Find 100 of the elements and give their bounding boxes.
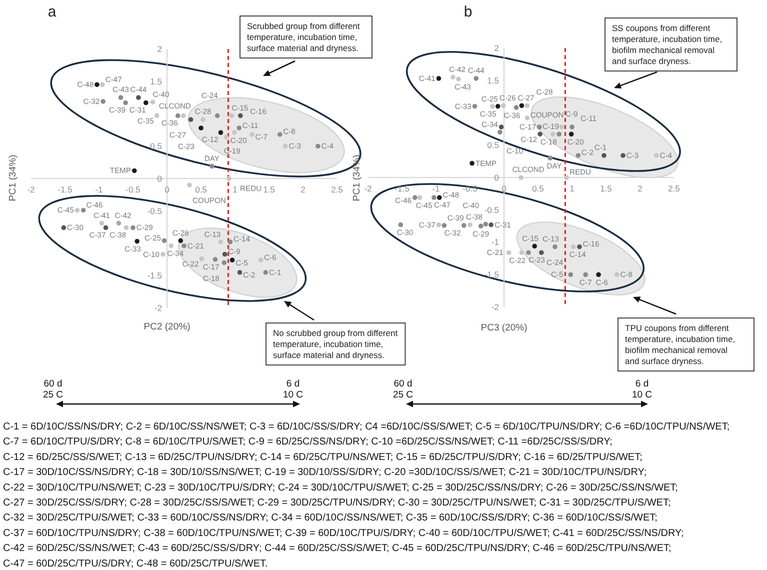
point [550,132,556,137]
y-tick-label: -2 [154,302,162,313]
point [532,244,537,249]
point [577,244,582,250]
point [218,240,224,244]
point [150,100,156,104]
point [514,105,519,110]
point [526,250,531,256]
point [432,195,436,200]
point [136,95,141,100]
point [100,82,105,88]
point [437,195,442,200]
point [524,116,530,120]
point [596,272,601,278]
point [654,153,659,158]
text: 60 d [394,378,412,390]
point [230,258,235,262]
x-tick-label: -1 [432,183,440,194]
point [209,164,214,169]
point [160,252,166,257]
point [80,208,86,213]
x-tick-label: 2 [638,183,643,194]
point [436,76,442,81]
point [559,124,564,130]
point [144,100,148,106]
y-tick-label: 1.5 [487,75,500,86]
point [214,113,220,118]
point [556,132,562,137]
annotation: SS coupons from different temperature, incubation time, biofilm mechanical removal and surface dryness. [612,23,722,66]
point [536,124,542,130]
point [188,117,194,122]
text: C-22 = 30D/10C/TPU/NS/WET; C-23 = 30D/10C/TPU/S/DRY; C-24 = 30D/10C/TPU/S/WET; C-25 = 30D/25C/SS/NS/DRY; C-26 = 30D/25C/SS/NS/WET; [3,482,678,494]
x-tick-label: 2 [300,184,306,194]
point [277,132,282,137]
text: 25 C [42,389,64,400]
x-tick-label: 2.5 [331,184,344,194]
point [518,175,524,180]
point [226,176,232,181]
point [154,113,160,118]
y-tick-label: 1.5 [150,76,162,86]
y-tick-label: 0 [494,172,500,182]
point [178,238,183,244]
point [100,99,106,104]
point [539,250,544,256]
text: 6 d [286,378,300,390]
point [263,270,268,275]
point [500,103,506,108]
point [162,238,167,244]
point [237,270,242,275]
point [316,144,320,149]
point [417,195,422,200]
point [576,153,581,158]
point [490,104,495,109]
x-tick-label: -2 [27,184,36,194]
point [187,182,192,188]
point [238,113,243,118]
point [398,222,404,228]
text: C-32 = 30D/25C/TPU/S/WET; C-33 = 60D/10C/SS/NS/DRY; C-34 = 60D/10C/SS/NS/WET; C-35 = 60D/10C/SS/S/DRY; C-36 = 60D/10C/SS/S/WET; [3,512,658,524]
point [99,220,104,226]
point [212,257,218,262]
x-tick-label: 1 [232,184,238,194]
point [568,132,574,137]
point [229,113,234,118]
text: TPU coupons from different temperature, incubation time, biofilm mechanical removal and surface dryness. [625,323,736,366]
point [461,223,466,228]
point [583,272,588,278]
point [478,224,484,228]
y-tick-label: 0.5 [487,140,500,150]
point [132,168,137,174]
text: C-42 = 60D/25C/SS/NS/WET; C-43 = 60D/25C/SS/S/DRY; C-44 = 60D/25C/SS/S/WET; C-45 = 60D/25C/TPU/NS/DRY; C-46 = 60D/25C/TPU/NS/WET; [3,543,672,554]
point [524,103,530,108]
text: 10 C [282,389,304,400]
y-tick-label: -1.5 [484,270,500,280]
text: C-1 = 6D/10C/SS/NS/DRY; C-2 = 6D/10C/SS/NS/WET; C-3 = 6D/10C/SS/S/DRY; C4 =6D/10C/SS/S/WET; C-5 = 6D/10C/TPU/NS/DRY; C-6 =6D/10C/TPU/NS/WET; [3,422,730,432]
x-tick-label: 1.5 [600,183,612,194]
point [498,130,502,135]
point [442,223,447,228]
x-tick-label: 0 [164,184,170,194]
x-tick-label: 0.5 [195,184,208,194]
point [602,153,606,158]
point [134,238,140,244]
text: 25 C [392,389,414,400]
y-tick-label: -1.5 [147,270,162,281]
x-axis-title: PC2 (20%) [144,321,190,332]
point [200,117,206,122]
point [182,243,186,248]
point [568,272,574,278]
point [456,76,461,82]
point [250,132,254,137]
point [116,220,122,226]
text: C-47 = 60D/25C/TPU/S/DRY; C-48 = 60D/25C/TPU/S/WET. [3,558,268,570]
text: C-12 = 6D/25C/SS/S/WET; C-13 = 6D/25C/TPU/NS/DRY; C-14 = 6D/25C/TPU/NS/WET; C-15 = 6D/25C/TPU/S/DRY; C-16 = 6D/25/TPU/S/WET; [3,452,642,463]
point [498,124,504,130]
point [570,124,574,130]
x-tick-label: -0.5 [126,184,141,194]
text: 10 C [632,389,652,400]
x-tick-label: 1 [570,183,575,194]
x-tick-label: -2 [364,183,372,194]
y-tick-label: 0 [157,173,162,184]
point [236,126,242,130]
